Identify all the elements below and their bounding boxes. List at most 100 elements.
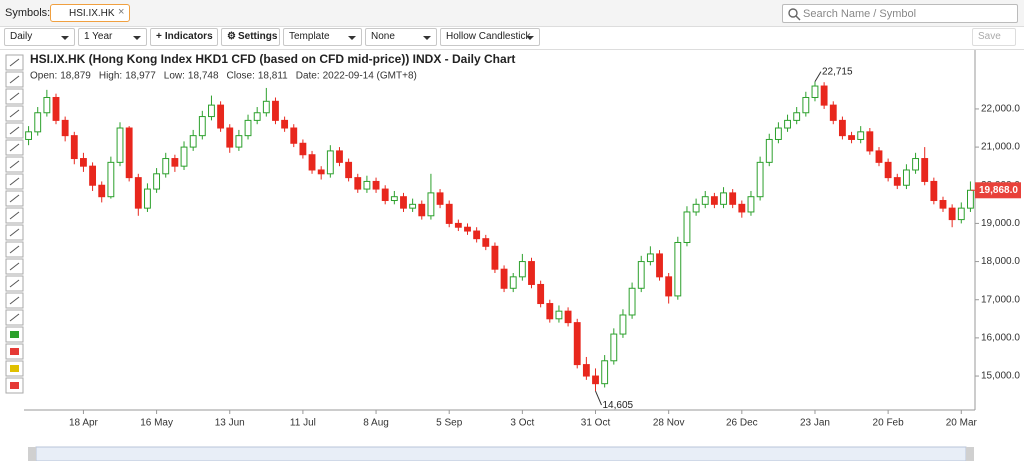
- search-box[interactable]: Search Name / Symbol: [782, 4, 1018, 23]
- tool-icon: [9, 279, 20, 288]
- candle-body: [171, 158, 179, 167]
- tool-button[interactable]: [5, 326, 24, 343]
- candle-body: [738, 203, 746, 213]
- tool-button[interactable]: [5, 54, 24, 71]
- x-tick-label: 8 Aug: [363, 418, 389, 429]
- tool-button[interactable]: [5, 156, 24, 173]
- y-tick-label: 19,000.0: [981, 218, 1020, 229]
- info-label: Low:: [164, 71, 185, 82]
- tool-icon: [9, 245, 20, 254]
- save-button[interactable]: Save: [972, 28, 1016, 46]
- last-price-box: [975, 182, 1021, 199]
- tool-button[interactable]: [5, 173, 24, 190]
- y-tick-label: 20,000.0: [981, 180, 1020, 191]
- candle-body: [235, 135, 243, 148]
- candle-body: [601, 360, 609, 385]
- candle-body: [89, 165, 97, 186]
- info-label: Open:: [30, 71, 57, 82]
- tool-button[interactable]: [5, 190, 24, 207]
- info-label: Date:: [296, 71, 320, 82]
- tool-button[interactable]: [5, 241, 24, 258]
- tool-icon: [9, 109, 20, 118]
- tool-button[interactable]: [5, 275, 24, 292]
- candle-body: [390, 196, 398, 202]
- tool-icon: [10, 365, 19, 372]
- tool-button[interactable]: [5, 343, 24, 360]
- tool-icon: [9, 228, 20, 237]
- candle-body: [710, 196, 718, 205]
- candle-body: [628, 287, 636, 316]
- candle-body: [189, 135, 197, 148]
- tool-button[interactable]: [5, 105, 24, 122]
- tool-button[interactable]: [5, 292, 24, 309]
- dropdown-label: 1 Year: [84, 31, 113, 42]
- compare-dropdown[interactable]: None: [365, 28, 437, 46]
- x-tick-label: 18 Apr: [69, 418, 99, 429]
- candle-body: [436, 192, 444, 205]
- tool-button[interactable]: [5, 207, 24, 224]
- x-tick-label: 23 Jan: [800, 418, 830, 429]
- candle-body: [820, 85, 828, 106]
- controls-bar: [0, 26, 1024, 50]
- tool-icon: [9, 194, 20, 203]
- candle-body: [912, 158, 919, 171]
- candle-body: [701, 196, 709, 205]
- candle-body: [326, 150, 334, 175]
- settings-button[interactable]: ⚙ Settings: [221, 28, 280, 46]
- candle-body: [756, 161, 764, 198]
- tool-button[interactable]: [5, 122, 24, 139]
- interval-dropdown[interactable]: Daily: [4, 28, 75, 46]
- button-label: Save: [978, 31, 1001, 42]
- tool-icon: [9, 58, 20, 67]
- candle-body: [198, 116, 206, 137]
- tool-icon: [9, 313, 20, 322]
- range-dropdown[interactable]: 1 Year: [78, 28, 147, 46]
- info-value: 18,748: [188, 71, 219, 82]
- candle-body: [500, 268, 508, 289]
- tool-button[interactable]: [5, 377, 24, 394]
- candle-body: [884, 161, 892, 179]
- x-tick-label: 20 Mar: [946, 418, 978, 429]
- x-tick-label: 16 May: [140, 418, 173, 429]
- candle-body: [336, 150, 343, 163]
- candle-body: [80, 158, 87, 167]
- info-value: 18,811: [258, 71, 288, 82]
- indicators-button[interactable]: + Indicators: [150, 28, 218, 46]
- candle-body: [244, 119, 252, 137]
- tool-button[interactable]: [5, 360, 24, 377]
- x-tick-label: 11 Jul: [290, 418, 316, 429]
- candle-body: [43, 96, 51, 114]
- candle-body: [427, 192, 435, 217]
- candle-body: [400, 196, 407, 209]
- chart-type-dropdown[interactable]: Hollow Candlestick: [440, 28, 540, 46]
- candle-body: [528, 261, 535, 285]
- dropdown-label: Hollow Candlestick: [446, 31, 531, 42]
- candle-body: [930, 180, 938, 202]
- candle-body: [272, 100, 279, 121]
- symbol-tab[interactable]: HSI.IX.HK ×: [50, 4, 130, 22]
- tool-icon: [9, 177, 20, 186]
- tool-button[interactable]: [5, 88, 24, 105]
- candle-body: [308, 154, 316, 171]
- symbol-tab-label: HSI.IX.HK: [69, 8, 115, 19]
- candle-body: [290, 127, 298, 144]
- symbols-label: Symbols:: [5, 7, 51, 19]
- candle-body: [482, 238, 490, 247]
- tool-button[interactable]: [5, 309, 24, 326]
- y-tick-label: 17,000.0: [981, 294, 1020, 305]
- tool-button[interactable]: [5, 71, 24, 88]
- candle-body: [875, 150, 883, 163]
- tool-icon: [9, 160, 20, 169]
- tool-button[interactable]: [5, 139, 24, 156]
- tool-button[interactable]: [5, 224, 24, 241]
- template-dropdown[interactable]: Template: [283, 28, 362, 46]
- navigator: [35, 446, 967, 461]
- close-icon[interactable]: ×: [118, 6, 125, 18]
- x-tick-label: 28 Nov: [653, 418, 685, 429]
- candle-body: [409, 203, 417, 209]
- candle-body: [747, 196, 755, 213]
- tool-button[interactable]: [5, 258, 24, 275]
- info-label: High:: [99, 71, 122, 82]
- candle-body: [683, 211, 691, 243]
- candle-body: [226, 127, 234, 148]
